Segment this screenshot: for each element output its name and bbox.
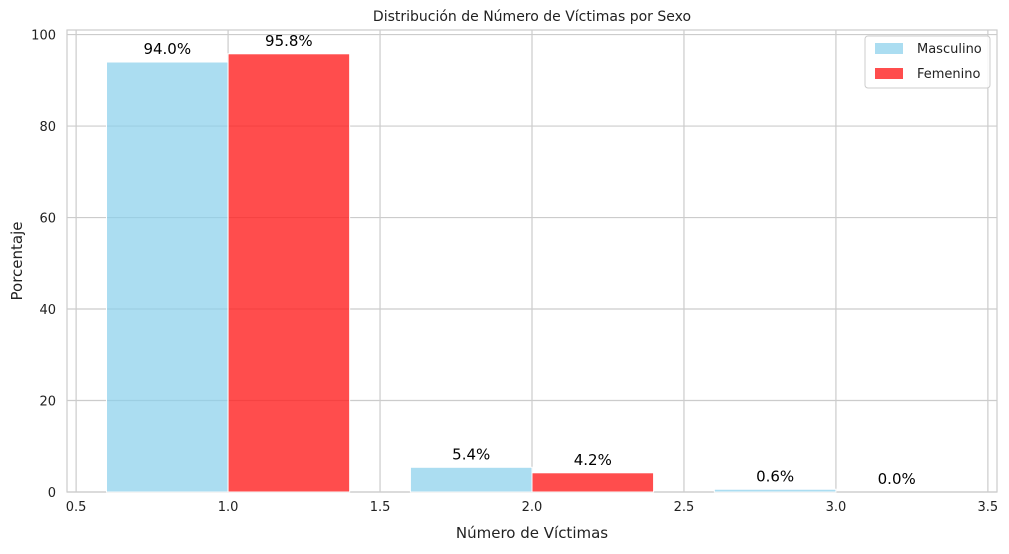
bars — [106, 53, 837, 493]
bar-masculino-0 — [106, 61, 229, 493]
x-tick-labels: 0.5 1.0 1.5 2.0 2.5 3.0 3.5 — [66, 500, 998, 515]
y-axis-label: Porcentaje — [8, 222, 26, 301]
x-tick-label: 2.0 — [522, 500, 543, 515]
y-tick-label: 80 — [39, 120, 56, 135]
y-tick-labels: 0 20 40 60 80 100 — [31, 29, 56, 501]
chart-title: Distribución de Número de Víctimas por S… — [373, 9, 691, 25]
value-labels: 94.0% 5.4% 0.6% 95.8% 4.2% 0.0% — [143, 32, 915, 488]
bar-femenino-0 — [227, 53, 351, 493]
x-tick-label: 0.5 — [66, 500, 87, 515]
legend-label-masculino: Masculino — [917, 42, 982, 57]
bar-value-label: 95.8% — [265, 32, 313, 50]
x-tick-label: 3.0 — [826, 500, 847, 515]
legend-swatch-masculino — [875, 43, 903, 54]
bar-value-label: 4.2% — [574, 451, 612, 469]
bar-value-label: 5.4% — [452, 445, 490, 463]
legend: Masculino Femenino — [864, 35, 991, 89]
bar-value-label: 94.0% — [143, 40, 191, 58]
x-axis-label: Número de Víctimas — [456, 524, 608, 542]
y-tick-label: 60 — [39, 212, 56, 227]
y-tick-label: 0 — [48, 486, 56, 501]
legend-swatch-femenino — [875, 68, 903, 79]
bar-value-label: 0.6% — [756, 467, 794, 485]
y-tick-label: 20 — [39, 395, 56, 410]
y-tick-label: 100 — [31, 29, 56, 44]
y-tick-label: 40 — [39, 303, 56, 318]
bar-femenino-1 — [531, 472, 655, 493]
x-tick-label: 1.5 — [370, 500, 391, 515]
x-tick-label: 1.0 — [218, 500, 239, 515]
x-tick-label: 3.5 — [978, 500, 999, 515]
bar-masculino-2 — [713, 488, 837, 493]
bar-masculino-1 — [409, 466, 533, 493]
x-tick-label: 2.5 — [674, 500, 695, 515]
bar-value-label: 0.0% — [878, 470, 916, 488]
legend-label-femenino: Femenino — [917, 67, 981, 82]
